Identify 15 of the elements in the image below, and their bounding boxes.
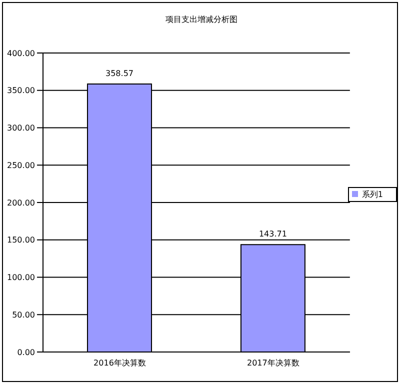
y-tick-label: 50.00 [12, 310, 35, 320]
y-tick-label: 400.00 [7, 48, 35, 58]
y-tick-label: 350.00 [7, 86, 35, 96]
y-tick-label: 300.00 [7, 124, 35, 133]
x-tick-label: 2017年决算数 [247, 358, 300, 368]
y-tick-label: 200.00 [7, 198, 35, 208]
x-tick-label: 2016年决算数 [94, 358, 146, 368]
y-tick-label: 250.00 [7, 160, 35, 170]
y-tick-label: 100.00 [7, 273, 35, 282]
y-tick-label: 150.00 [7, 236, 35, 245]
data-label: 358.57 [106, 68, 134, 78]
data-label: 143.71 [258, 230, 287, 239]
legend-label: 系列1 [362, 190, 383, 198]
chart-title: 项目支出增减分析图 [164, 14, 238, 25]
y-tick-label: 0.00 [17, 348, 35, 357]
